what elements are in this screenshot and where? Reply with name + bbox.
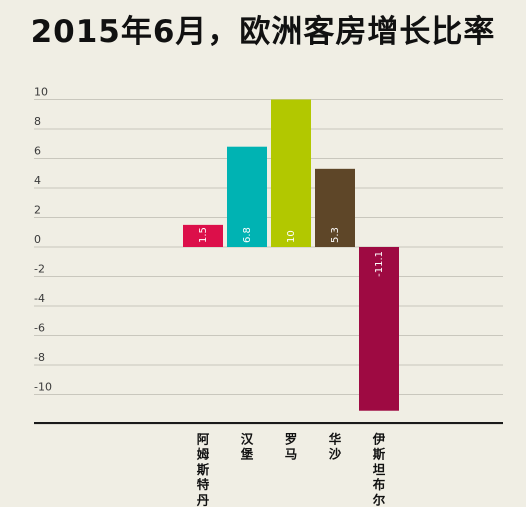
y-tick-label: 4 [34, 174, 41, 187]
category-label: 阿姆斯特丹 [196, 431, 210, 507]
y-tick-label: -10 [34, 381, 52, 394]
y-tick-label: 0 [34, 233, 41, 246]
gridlines [34, 99, 503, 425]
y-tick-label: -8 [34, 351, 45, 364]
y-axis-ticks: 10 8 6 4 2 0 -2 -4 -6 -8 -10 [34, 86, 52, 394]
bar [315, 168, 355, 247]
data-label: 5.3 [330, 227, 341, 243]
bar [359, 247, 399, 411]
y-tick-label: -4 [34, 292, 45, 305]
category-label: 伊斯坦布尔 [372, 431, 386, 507]
category-labels: 阿姆斯特丹 汉堡 罗马 华沙 伊斯坦布尔 [196, 431, 386, 507]
y-tick-label: 8 [34, 115, 41, 128]
category-label: 汉堡 [241, 431, 254, 461]
y-tick-label: 2 [34, 204, 41, 217]
y-tick-label: 10 [34, 86, 48, 99]
bars: 1.5 6.8 10 5.3 -11.1 [183, 99, 399, 411]
bar [227, 146, 267, 247]
data-label: 10 [286, 230, 297, 243]
category-label: 罗马 [285, 431, 298, 461]
data-label: 6.8 [242, 227, 253, 243]
y-tick-label: 6 [34, 145, 41, 158]
data-label: -11.1 [374, 251, 385, 277]
chart-title: 2015年6月，欧洲客房增长比率 [30, 14, 496, 50]
bar [183, 224, 223, 247]
bar [271, 99, 311, 247]
y-tick-label: -6 [34, 322, 45, 335]
data-label: 1.5 [198, 227, 209, 243]
y-tick-label: -2 [34, 263, 45, 276]
category-label: 华沙 [329, 431, 342, 461]
